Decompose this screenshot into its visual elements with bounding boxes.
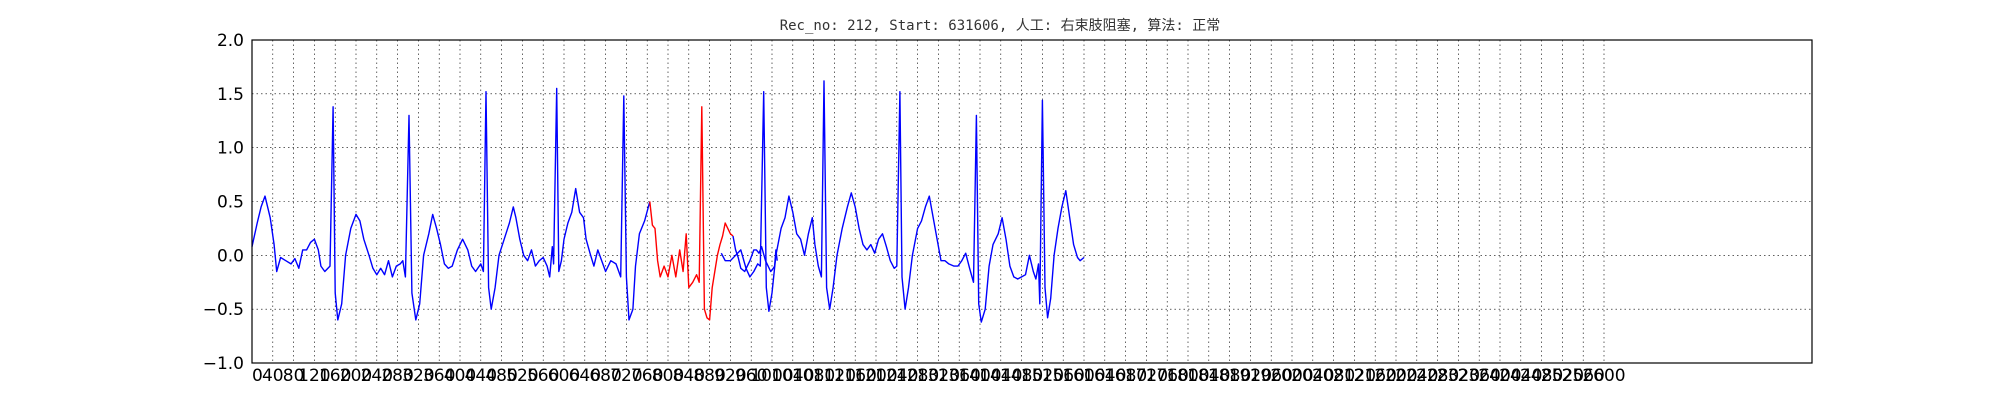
axis-ticks: 2.01.51.00.50.0−0.5−1.00 40 80120160200240… (203, 31, 1626, 386)
x-tick-label: 840 (673, 366, 705, 386)
series-lines (251, 80, 1085, 323)
x-tick-label: 2040 (1291, 366, 1334, 386)
x-tick-label: 520 (506, 366, 538, 386)
x-tick-label: 1080 (792, 366, 835, 386)
x-tick-label: 1400 (958, 366, 1001, 386)
x-tick-label: 1680 (1104, 366, 1147, 386)
x-tick-label: 1960 (1250, 366, 1293, 386)
y-tick-label: 2.0 (217, 31, 244, 51)
chart-title: Rec_no: 212, Start: 631606, 人工: 右束肢阻塞, 算… (779, 18, 1221, 34)
x-tick-label: 1760 (1146, 366, 1189, 386)
x-tick-label: 400 (444, 366, 476, 386)
x-tick-label: 160 (319, 366, 351, 386)
y-tick-label: −0.5 (203, 300, 244, 320)
x-tick-label: 880 (693, 366, 725, 386)
x-tick-label: 720 (610, 366, 642, 386)
x-tick-label: 1360 (938, 366, 981, 386)
x-tick-label: 40 (262, 366, 284, 386)
x-tick-label: 760 (631, 366, 663, 386)
y-tick-label: 0.5 (217, 193, 244, 213)
x-tick-label: 920 (714, 366, 746, 386)
x-tick-label: 1240 (875, 366, 918, 386)
x-tick-label: 200 (340, 366, 372, 386)
x-tick-label: 120 (298, 366, 330, 386)
x-tick-label: 2280 (1416, 366, 1459, 386)
x-tick-label: 80 (283, 366, 305, 386)
x-tick-label: 1600 (1062, 366, 1105, 386)
y-tick-label: 1.0 (217, 139, 244, 159)
x-tick-label: 640 (569, 366, 601, 386)
x-tick-label: 1880 (1208, 366, 1251, 386)
x-tick-label: 1720 (1125, 366, 1168, 386)
x-tick-label: 2320 (1437, 366, 1480, 386)
x-tick-label: 360 (423, 366, 455, 386)
x-tick-label: 1640 (1083, 366, 1126, 386)
x-tick-label: 2560 (1562, 366, 1605, 386)
series-line-1-0 (649, 106, 734, 321)
x-tick-label: 800 (652, 366, 684, 386)
x-tick-label: 2000 (1270, 366, 1313, 386)
x-tick-label: 2480 (1520, 366, 1563, 386)
x-tick-label: 2360 (1458, 366, 1501, 386)
x-tick-label: 2200 (1374, 366, 1417, 386)
x-tick-label: 1120 (813, 366, 856, 386)
x-tick-label: 2520 (1541, 366, 1584, 386)
grid-lines (252, 39, 1812, 364)
x-tick-label: 2160 (1354, 366, 1397, 386)
series-line-0-0 (251, 87, 651, 321)
x-tick-label: 600 (548, 366, 580, 386)
x-tick-label: 440 (465, 366, 497, 386)
x-tick-label: 480 (485, 366, 517, 386)
x-tick-label: 2080 (1312, 366, 1355, 386)
x-tick-label: 320 (402, 366, 434, 386)
x-tick-label: 2600 (1582, 366, 1625, 386)
x-tick-label: 1480 (1000, 366, 1043, 386)
plot-frame (251, 39, 1813, 364)
x-tick-label: 1560 (1042, 366, 1085, 386)
x-tick-label: 680 (589, 366, 621, 386)
x-tick-label: 240 (361, 366, 393, 386)
x-tick-label: 1200 (854, 366, 897, 386)
series-line-0-1 (720, 80, 1085, 323)
x-tick-label: 1840 (1187, 366, 1230, 386)
series-line-2-0 (732, 235, 778, 273)
x-tick-label: 1000 (750, 366, 793, 386)
y-tick-label: −1.0 (203, 354, 244, 374)
x-tick-label: 1320 (917, 366, 960, 386)
x-tick-label: 560 (527, 366, 559, 386)
x-tick-label: 1440 (979, 366, 1022, 386)
x-tick-label: 280 (381, 366, 413, 386)
x-tick-label: 2240 (1395, 366, 1438, 386)
x-tick-label: 1040 (771, 366, 814, 386)
x-tick-label: 2440 (1499, 366, 1542, 386)
x-tick-label: 0 (252, 366, 263, 386)
x-tick-label: 2120 (1333, 366, 1376, 386)
x-tick-label: 960 (735, 366, 767, 386)
x-tick-label: 2400 (1478, 366, 1521, 386)
y-tick-label: 1.5 (217, 85, 244, 105)
x-tick-label: 1800 (1166, 366, 1209, 386)
x-tick-label: 1280 (896, 366, 939, 386)
x-tick-label: 1520 (1021, 366, 1064, 386)
y-tick-label: 0.0 (217, 246, 244, 266)
x-tick-label: 1160 (834, 366, 877, 386)
x-tick-label: 1920 (1229, 366, 1272, 386)
